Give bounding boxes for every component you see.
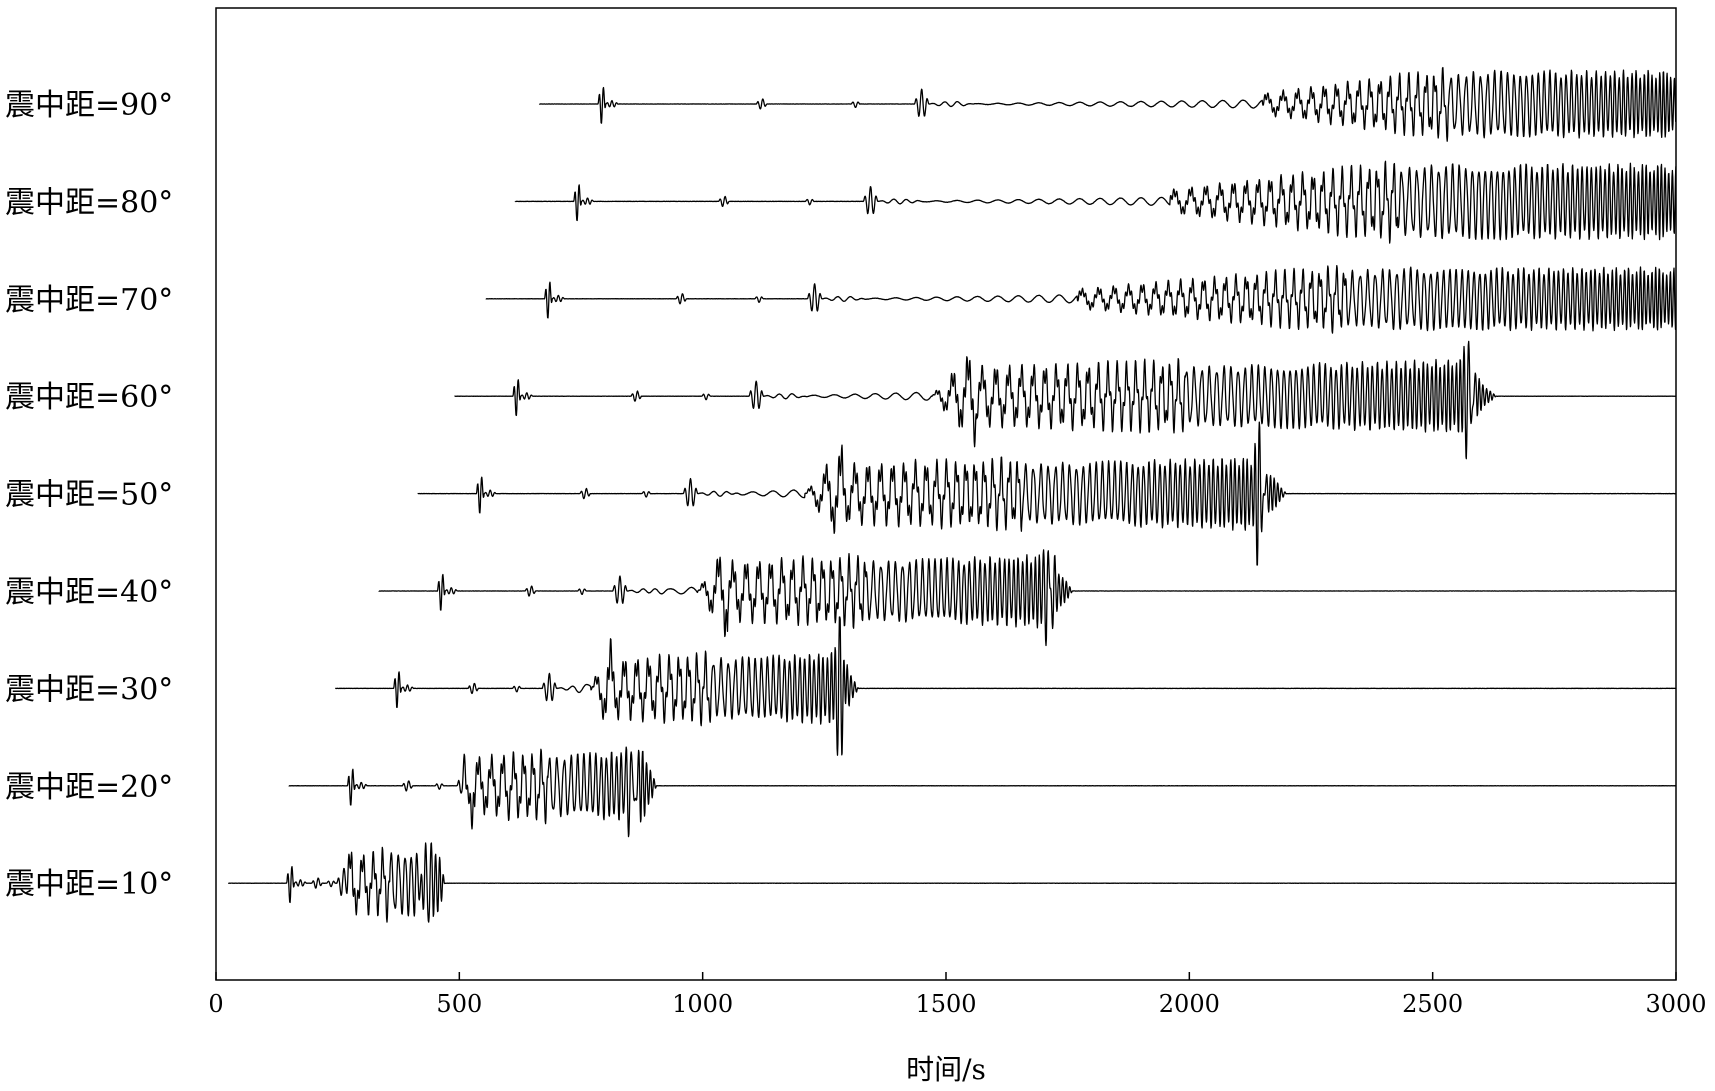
seismogram-trace-10deg: [227, 842, 1676, 923]
x-tick-label-2500: 2500: [1402, 990, 1463, 1018]
x-tick-label-1000: 1000: [672, 990, 733, 1018]
seismogram-trace-20deg: [288, 746, 1677, 838]
traces-group: [227, 66, 1677, 923]
x-tick-label-1500: 1500: [915, 990, 976, 1018]
x-tick-label-0: 0: [208, 990, 223, 1018]
row-label-60deg: 震中距=60°: [5, 380, 173, 415]
seismogram-trace-60deg: [454, 340, 1677, 460]
row-label-50deg: 震中距=50°: [5, 478, 173, 513]
x-axis-ticks: 0 500 1000 1500 2000 2500 3000: [208, 972, 1707, 1018]
row-label-90deg: 震中距=90°: [5, 88, 173, 123]
row-label-30deg: 震中距=30°: [5, 672, 173, 707]
row-label-70deg: 震中距=70°: [5, 283, 173, 318]
x-tick-label-500: 500: [436, 990, 482, 1018]
row-label-10deg: 震中距=10°: [5, 867, 173, 902]
x-tick-label-3000: 3000: [1645, 990, 1706, 1018]
seismogram-trace-70deg: [485, 264, 1677, 334]
row-labels-group: 震中距=10° 震中距=20° 震中距=30° 震中距=40° 震中距=50° 震中距=6…: [5, 88, 173, 902]
seismogram-trace-80deg: [514, 160, 1677, 244]
row-label-20deg: 震中距=20°: [5, 770, 173, 805]
seismogram-trace-30deg: [334, 616, 1676, 756]
seismogram-trace-40deg: [378, 549, 1677, 647]
seismogram-trace-90deg: [538, 66, 1677, 142]
row-label-80deg: 震中距=80°: [5, 185, 173, 220]
row-label-40deg: 震中距=40°: [5, 575, 173, 610]
seismogram-trace-50deg: [417, 421, 1677, 566]
x-axis-title: 时间/s: [906, 1053, 986, 1086]
x-tick-label-2000: 2000: [1159, 990, 1220, 1018]
